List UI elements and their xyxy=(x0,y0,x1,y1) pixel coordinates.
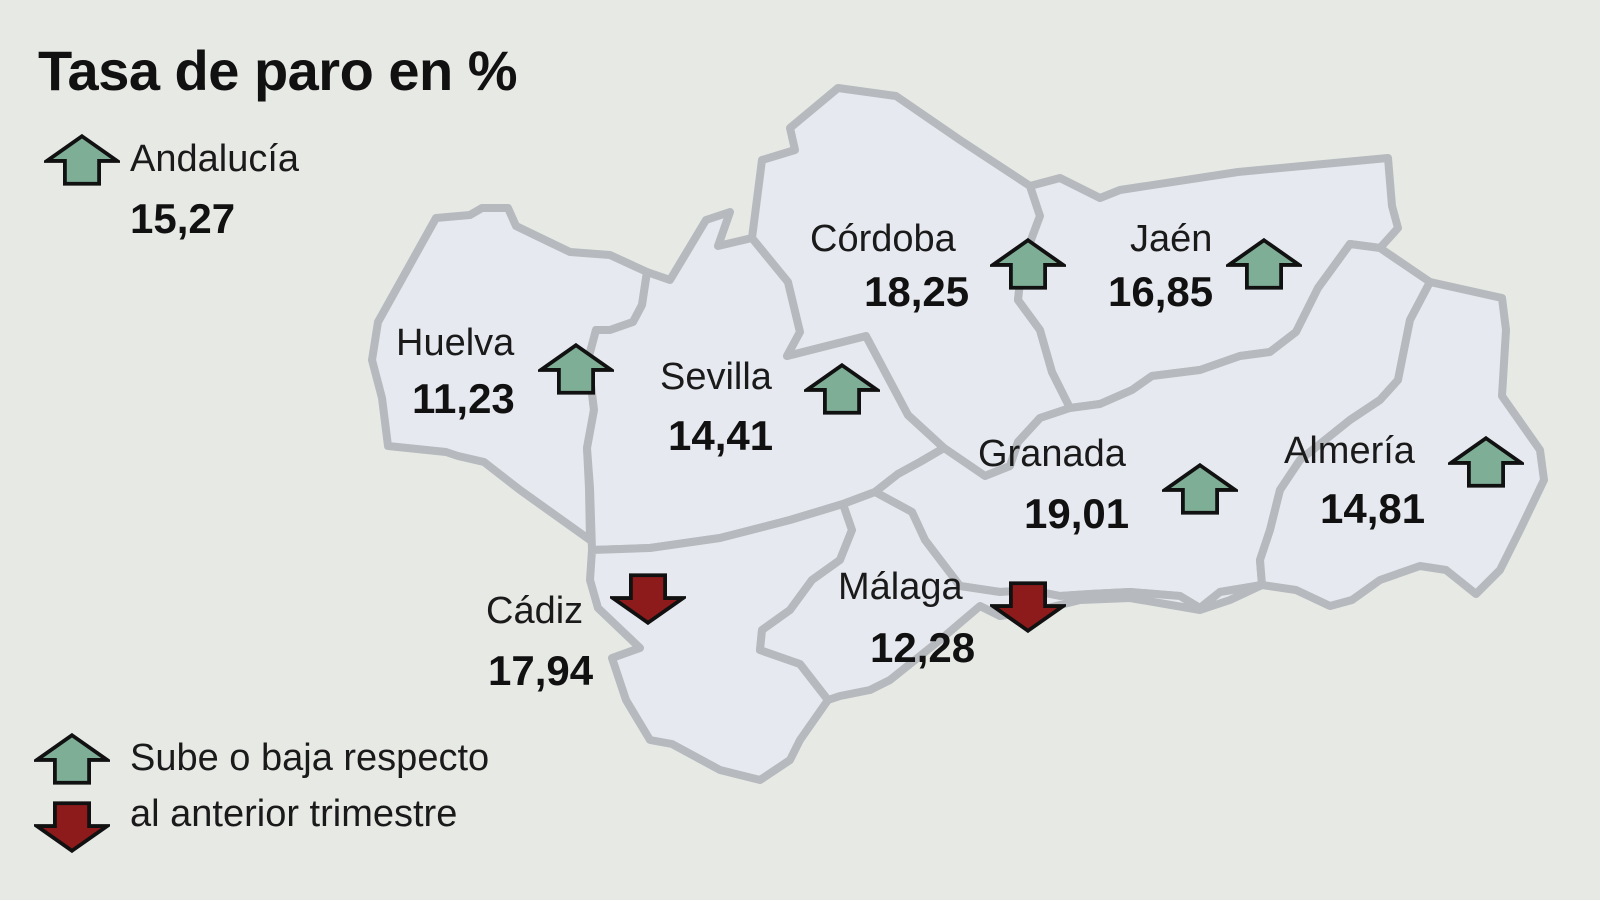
province-value-huelva: 11,23 xyxy=(412,375,515,422)
arrow-down-icon xyxy=(610,572,686,626)
province-value-jaen: 16,85 xyxy=(1108,268,1214,315)
province-label-almeria: Almería xyxy=(1284,430,1415,472)
legend-line-1: Sube o baja respecto xyxy=(130,737,490,779)
arrow-down-icon xyxy=(990,580,1066,634)
arrow-up-icon xyxy=(1162,462,1238,516)
province-label-cadiz: Cádiz xyxy=(486,590,584,632)
legend-arrow-down-icon xyxy=(34,800,110,854)
summary-value: 15,27 xyxy=(130,195,236,242)
arrow-up-icon xyxy=(44,133,120,187)
legend-arrow-up-icon xyxy=(34,732,110,786)
arrow-up-icon xyxy=(1448,435,1524,489)
province-value-granada: 19,01 xyxy=(1024,490,1130,537)
province-value-sevilla: 14,41 xyxy=(668,412,774,459)
arrow-up-icon xyxy=(804,362,880,416)
arrow-up-icon xyxy=(1226,237,1302,291)
arrow-up-icon xyxy=(538,342,614,396)
province-value-cordoba: 18,25 xyxy=(864,268,970,315)
province-label-jaen: Jaén xyxy=(1130,218,1213,260)
arrow-up-icon xyxy=(990,237,1066,291)
province-label-huelva: Huelva xyxy=(396,322,515,364)
province-label-sevilla: Sevilla xyxy=(660,356,772,398)
province-value-malaga: 12,28 xyxy=(870,624,976,671)
province-almeria[interactable] xyxy=(1256,278,1548,610)
province-value-almeria: 14,81 xyxy=(1320,485,1426,532)
province-label-malaga: Málaga xyxy=(838,566,963,608)
map-title: Tasa de paro en % xyxy=(38,39,518,102)
province-label-granada: Granada xyxy=(978,433,1126,475)
province-value-cadiz: 17,94 xyxy=(488,647,594,694)
summary-name: Andalucía xyxy=(130,138,300,180)
legend-line-2: al anterior trimestre xyxy=(130,793,458,835)
province-label-cordoba: Córdoba xyxy=(810,218,956,260)
